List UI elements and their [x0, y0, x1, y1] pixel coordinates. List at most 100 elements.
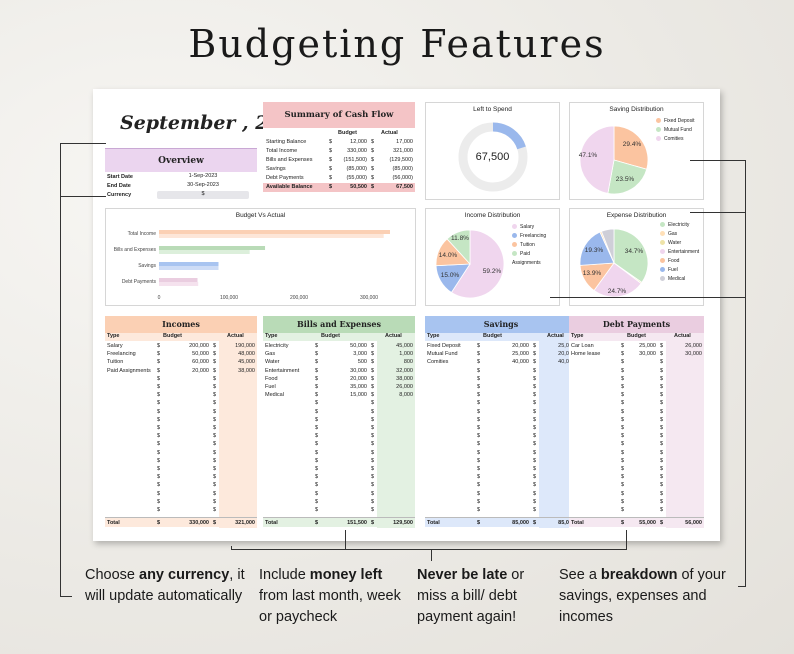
summary-budget: (151,500) — [343, 157, 367, 163]
currency-symbol: $ — [157, 384, 161, 390]
currency-symbol: $ — [315, 507, 319, 513]
total-budget: 55,000 — [639, 520, 656, 526]
feature-callout: See a breakdown of your savings, expense… — [559, 565, 739, 628]
table-row: $ $ — [425, 449, 577, 457]
x-tick-label: 200,000 — [290, 295, 308, 301]
currency-symbol: $ — [157, 425, 161, 431]
summary-actual: 67,500 — [396, 184, 413, 190]
left-to-spend-donut — [458, 122, 528, 192]
currency-symbol: $ — [329, 157, 333, 163]
table-row: $ $ — [569, 506, 704, 514]
table-total-row: Total $85,000 $85,000 — [425, 517, 577, 527]
currency-symbol: $ — [660, 416, 664, 423]
callout-text: from last month, week or paycheck — [259, 588, 401, 625]
summary-actual: (85,000) — [392, 166, 414, 172]
col-type: Type — [107, 333, 120, 339]
table-row: $ $ — [263, 399, 415, 407]
bills-table: Bills and Expenses Type Budget Actual Electr… — [263, 316, 415, 528]
table-row: $ $ — [105, 473, 257, 481]
currency-symbol: $ — [477, 520, 481, 526]
table-header-row: Type Budget Actual — [263, 333, 415, 341]
table-row: $ $ — [425, 383, 577, 391]
currency-symbol: $ — [477, 351, 481, 358]
currency-symbol: $ — [477, 375, 481, 382]
legend-dot — [656, 118, 661, 124]
currency-symbol: $ — [371, 520, 375, 526]
summary-title: Summary of Cash Flow — [263, 102, 415, 128]
bar-budget — [159, 246, 266, 250]
currency-symbol: $ — [533, 343, 537, 349]
currency-symbol: $ — [329, 166, 333, 172]
summary-label: Savings — [266, 166, 286, 172]
legend-item: Fuel — [660, 266, 699, 275]
row-type: Electricity — [265, 343, 289, 349]
pie-label: 59.2% — [483, 268, 502, 275]
col-type: Type — [427, 333, 440, 339]
table-total-row: Total $330,000 $321,000 — [105, 517, 257, 527]
saving-distribution-panel: Saving Distribution 29.4% 23.5% 47.1% Fixe… — [569, 102, 704, 200]
table-row: $ $ — [569, 375, 704, 383]
currency-symbol: $ — [660, 441, 664, 448]
summary-actual: 321,000 — [393, 148, 413, 154]
table-row: $ $ — [569, 358, 704, 366]
legend-item: Entertainment — [660, 248, 699, 257]
currency-symbol: $ — [315, 408, 319, 415]
currency-symbol: $ — [157, 441, 161, 448]
legend-item: Medical — [660, 275, 699, 284]
currency-symbol: $ — [213, 375, 217, 382]
currency-symbol: $ — [371, 343, 375, 349]
callout-highlight: breakdown — [600, 567, 678, 583]
currency-symbol: $ — [371, 157, 375, 163]
pie-slice — [607, 159, 648, 195]
table-row: $ $ — [425, 481, 577, 489]
currency-symbol: $ — [533, 520, 537, 526]
overview-value[interactable]: $ — [157, 191, 249, 199]
currency-symbol: $ — [660, 408, 664, 415]
feature-callout: Choose any currency, it will update auto… — [85, 565, 255, 607]
bar-budget — [159, 278, 198, 282]
currency-symbol: $ — [660, 433, 664, 440]
legend-item: Mutual Fund — [656, 126, 695, 135]
currency-symbol: $ — [371, 351, 375, 358]
actual-column-band — [219, 333, 257, 528]
currency-symbol: $ — [371, 408, 375, 415]
summary-label: Available Balance — [266, 184, 313, 190]
currency-symbol: $ — [621, 343, 625, 349]
income-distribution-panel: Income Distribution 59.2% 15.0% 14.0% 11.8%… — [425, 208, 560, 306]
currency-symbol: $ — [477, 482, 481, 489]
legend-dot — [656, 127, 661, 133]
callout-text: or miss a bill/ debt payment again! — [417, 567, 525, 625]
currency-symbol: $ — [477, 441, 481, 448]
row-actual: 48,000 — [238, 351, 255, 358]
pie-label: 24.7% — [608, 288, 627, 295]
currency-symbol: $ — [477, 392, 481, 399]
income-distribution-title: Income Distribution — [464, 212, 521, 219]
table-row: $ $ — [425, 473, 577, 481]
row-actual: 8,000 — [399, 392, 413, 399]
table-row: $ $ — [105, 391, 257, 399]
bar-actual — [159, 266, 219, 270]
currency-symbol: $ — [660, 520, 664, 526]
currency-symbol: $ — [213, 457, 217, 464]
table-row: $ $ — [263, 465, 415, 473]
currency-symbol: $ — [315, 457, 319, 464]
currency-symbol: $ — [157, 343, 161, 349]
currency-symbol: $ — [477, 449, 481, 456]
feature-callout: Include money left from last month, week… — [259, 565, 409, 628]
currency-symbol: $ — [315, 384, 319, 390]
summary-row: Savings $ (85,000) $ (85,000) — [263, 165, 415, 174]
legend-item: Electricity — [660, 221, 699, 230]
currency-symbol: $ — [213, 507, 217, 513]
summary-row: Debt Payments $ (55,000) $ (56,000) — [263, 174, 415, 183]
currency-symbol: $ — [660, 400, 664, 407]
pie-slice — [579, 231, 615, 266]
table-row: Gas 3,000 1,000 $ $ — [263, 350, 415, 358]
row-actual: 38,000 — [396, 375, 413, 382]
table-row: $ $ — [425, 391, 577, 399]
bar-category-label: Savings — [138, 263, 156, 269]
currency-symbol: $ — [315, 343, 319, 349]
currency-symbol: $ — [213, 490, 217, 497]
currency-symbol: $ — [315, 392, 319, 399]
table-row: $ $ — [425, 457, 577, 465]
table-row: $ $ — [569, 457, 704, 465]
